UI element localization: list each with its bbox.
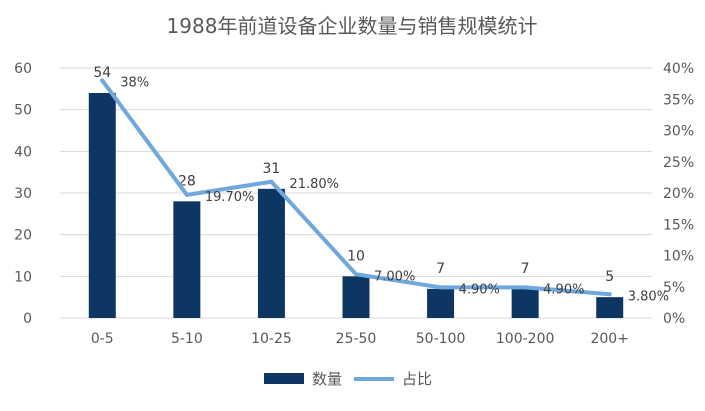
bar-value-label: 10 [347,248,365,264]
right-tick-label: 25% [663,155,694,171]
gridlines [60,67,652,319]
right-tick-label: 35% [663,92,694,108]
right-axis: 0% 5% 10% 15% 20% 25% 30% 35% 40% [663,61,694,327]
bar [173,201,201,318]
left-tick-label: 60 [14,61,32,77]
category-label: 25-50 [336,331,377,347]
share-value-label: 4.90% [543,282,584,297]
share-value-label: 4.90% [459,282,500,297]
share-point [607,292,612,297]
chart-title: 1988年前道设备企业数量与销售规模统计 [167,14,538,38]
legend: 数量 占比 [264,370,432,388]
bar [511,288,539,318]
bar [88,93,116,318]
category-label: 5-10 [171,331,203,347]
bar-value-label: 31 [263,161,281,177]
share-point [100,78,105,83]
category-label: 100-200 [496,331,555,347]
left-tick-label: 30 [14,186,32,202]
right-tick-label: 0% [663,311,685,327]
share-point [438,285,443,290]
share-point [184,192,189,197]
right-tick-label: 10% [663,249,694,265]
bar-value-label: 5 [605,269,614,285]
left-tick-label: 40 [14,144,32,160]
category-label: 200+ [590,331,628,347]
bar-value-label: 7 [521,261,530,277]
bar-value-label: 28 [178,173,196,189]
bar-series: 54 28 31 10 7 7 5 [88,65,624,318]
legend-label-share: 占比 [402,370,432,388]
x-axis: 0-5 5-10 10-25 25-50 50-100 100-200 200+ [91,331,629,347]
right-tick-label: 5% [663,280,685,296]
share-point [354,272,358,277]
bar [427,288,455,318]
right-tick-label: 15% [663,217,694,233]
bar [342,276,370,318]
left-tick-label: 10 [14,269,32,285]
category-label: 50-100 [416,331,466,347]
legend-swatch-count [264,373,304,384]
right-tick-label: 30% [663,124,694,140]
category-label: 10-25 [251,331,292,347]
share-value-label: 3.80% [628,289,669,304]
share-value-label: 38% [120,76,149,91]
right-tick-label: 40% [663,61,694,77]
left-tick-label: 20 [14,228,32,244]
left-axis: 0 10 20 30 40 50 60 [14,61,32,327]
category-label: 0-5 [91,331,114,347]
bar-value-label: 7 [436,261,445,277]
bar [257,188,285,318]
share-point [269,179,274,184]
right-tick-label: 20% [663,186,694,202]
share-value-label: 7.00% [374,269,415,284]
bar [596,297,624,318]
share-point [523,285,528,290]
share-value-label: 19.70% [205,190,255,205]
legend-label-count: 数量 [312,370,342,388]
left-tick-label: 50 [14,103,32,119]
share-value-label: 21.80% [289,177,339,192]
left-tick-label: 0 [23,311,32,327]
line-series: 38% 19.70% 21.80% 7.00% 4.90% 4.90% 3.80% [100,76,669,304]
bar-value-label: 54 [93,65,111,81]
